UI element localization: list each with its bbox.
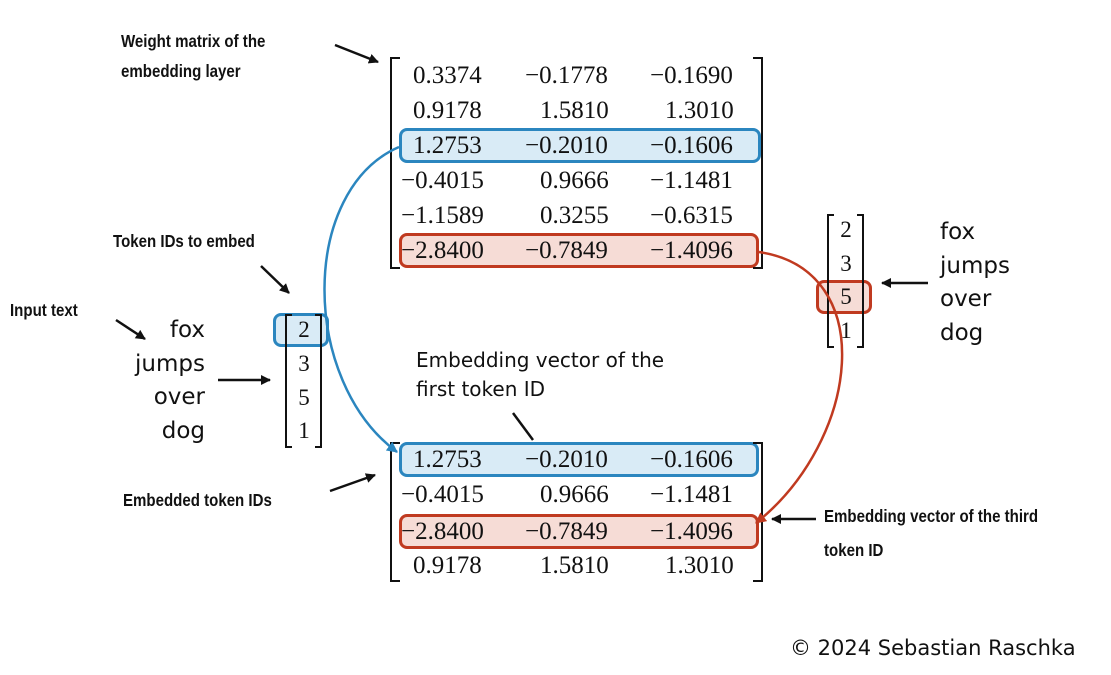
first-vector-pointer-arrow (511, 412, 535, 441)
token-ids-label: Token IDs to embed (113, 231, 255, 251)
weight-cell: 1.2753 (413, 132, 482, 159)
input-word: dog (161, 417, 205, 444)
right-token-ids-right-bracket (857, 214, 864, 348)
token-id: 5 (298, 385, 310, 410)
input-word: jumps (940, 252, 1010, 279)
token-id: 2 (840, 217, 852, 242)
embedded-cell: 1.5810 (540, 552, 609, 579)
input-word: over (940, 286, 992, 313)
first-vector-label-line1: Embedding vector of the (416, 348, 665, 372)
weight-matrix-label: Weight matrix of the embedding layer (121, 26, 265, 86)
embedded-cell: −1.1481 (650, 481, 733, 508)
embedded-cell: −0.1606 (650, 446, 733, 473)
embedded-cell: 0.9666 (540, 481, 609, 508)
token-id: 2 (298, 317, 310, 342)
weight-cell: −0.1778 (525, 62, 608, 89)
embedded-cell: −2.8400 (401, 518, 484, 545)
weight-cell: 0.3255 (540, 202, 609, 229)
weight-cell: 0.3374 (413, 62, 482, 89)
input-text-label: Input text (10, 300, 78, 320)
weight-cell: −1.1481 (650, 167, 733, 194)
weight-cell: −2.8400 (401, 237, 484, 264)
token-id: 5 (840, 284, 852, 309)
weight-matrix-left-bracket (390, 57, 400, 269)
weight-cell: −0.1606 (650, 132, 733, 159)
third-token-lookup-curve (755, 250, 844, 524)
weight-cell: 1.3010 (665, 97, 734, 124)
weight-matrix-label-line2: embedding layer (121, 61, 241, 81)
third-vector-label: Embedding vector of the third token ID (824, 501, 1038, 565)
token-id: 3 (298, 351, 310, 376)
token-id-highlight-first (273, 313, 329, 347)
weight-cell: −0.6315 (650, 202, 733, 229)
embedded-cell: −0.2010 (525, 446, 608, 473)
first-token-lookup-curve (323, 145, 400, 454)
first-vector-label-line2: first token ID (416, 377, 546, 401)
embedded-cell: −0.4015 (401, 481, 484, 508)
input-word: fox (940, 219, 976, 245)
input-word: fox (169, 317, 205, 343)
first-vector-label: Embedding vector of the first token ID (416, 348, 664, 402)
token-id: 1 (840, 318, 852, 343)
embedded-cell: −1.4096 (650, 518, 733, 545)
weight-matrix-label-line1: Weight matrix of the (121, 31, 266, 51)
embedded-token-ids-label: Embedded token IDs (123, 490, 272, 510)
weight-cell: −1.4096 (650, 237, 733, 264)
input-word: over (153, 384, 205, 411)
input-words-right: fox jumps over dog (940, 216, 1010, 350)
weight-cell: 0.9666 (540, 167, 609, 194)
embedded-cell: −0.7849 (525, 518, 608, 545)
token-id: 1 (298, 418, 310, 443)
third-vector-label-line2: token ID (824, 540, 884, 560)
copyright-notice: © 2024 Sebastian Raschka (790, 636, 1076, 660)
embedded-row-highlight-third (399, 514, 759, 549)
embedded-ids-pointer-arrow (329, 473, 376, 493)
weight-cell: −0.2010 (525, 132, 608, 159)
weight-row-highlight-third (399, 233, 759, 268)
token-ids-right-bracket (315, 314, 322, 448)
input-word: dog (940, 319, 984, 346)
token-ids-pointer-arrow (260, 265, 290, 294)
embedded-cell: 1.2753 (413, 446, 482, 473)
third-vector-label-line1: Embedding vector of the third (824, 506, 1039, 526)
embedded-cell: 1.3010 (665, 552, 734, 579)
weight-cell: −0.1690 (650, 62, 733, 89)
weight-cell: 1.5810 (540, 97, 609, 124)
embedded-cell: 0.9178 (413, 552, 482, 579)
input-words-left: fox jumps over dog (105, 314, 205, 448)
right-token-ids-left-bracket (827, 214, 834, 348)
weight-cell: −0.4015 (401, 167, 484, 194)
weight-cell: −1.1589 (401, 202, 484, 229)
input-text-pointer-arrow (115, 318, 146, 341)
embedded-matrix-right-bracket (753, 442, 763, 582)
weight-cell: 0.9178 (413, 97, 482, 124)
weight-row-highlight-first (399, 128, 761, 163)
weight-matrix-right-bracket (753, 57, 763, 269)
weight-matrix-pointer-arrow (334, 43, 379, 64)
token-ids-left-bracket (285, 314, 292, 448)
token-id: 3 (840, 251, 852, 276)
embedded-row-highlight-first (399, 442, 759, 477)
input-word: jumps (135, 350, 205, 377)
weight-cell: −0.7849 (525, 237, 608, 264)
